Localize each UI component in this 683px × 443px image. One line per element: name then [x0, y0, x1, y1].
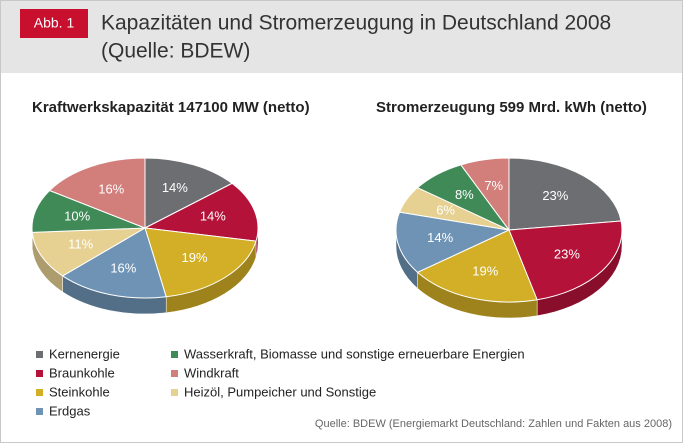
pie-slice — [31, 227, 146, 277]
pie-slice — [144, 227, 257, 298]
pie-slice — [48, 157, 146, 229]
legend-label: Erdgas — [49, 403, 91, 418]
pie-slice — [508, 157, 622, 231]
slice-label: 14% — [427, 230, 453, 245]
slice-label: 16% — [110, 261, 136, 276]
legend-label: Windkraft — [184, 365, 239, 380]
badge-text: Abb. 1 — [34, 15, 75, 31]
legend-swatch — [171, 389, 178, 396]
legend-swatch — [36, 351, 43, 358]
pie-slice — [508, 220, 623, 301]
legend-swatch — [36, 389, 43, 396]
pie-title: Kraftwerkskapazität 147100 MW (netto) — [32, 99, 310, 116]
pie-slice — [416, 229, 538, 303]
legend-swatch — [171, 351, 178, 358]
slice-label: 10% — [64, 209, 90, 224]
slice-label: 6% — [436, 202, 455, 217]
pie-slice — [143, 182, 259, 242]
legend-label: Steinkohle — [49, 384, 110, 399]
legend-swatch — [36, 370, 43, 377]
slice-label: 14% — [162, 180, 188, 195]
legend-label: Wasserkraft, Biomasse und sonstige erneu… — [184, 346, 525, 361]
pie-slice — [395, 211, 511, 273]
source-note: Quelle: BDEW (Energiemarkt Deutschland: … — [315, 418, 672, 430]
slice-label: 16% — [98, 181, 124, 196]
legend-label: Heizöl, Pumpeicher und Sonstige — [184, 384, 376, 399]
title-line: Kapazitäten und Stromerzeugung in Deutsc… — [101, 12, 611, 35]
slice-label: 8% — [455, 187, 474, 202]
pie-slice — [460, 157, 510, 232]
legend-swatch — [36, 408, 43, 415]
slice-label: 23% — [542, 188, 568, 203]
legend-label: Kernenergie — [49, 346, 120, 361]
slice-label: 11% — [68, 237, 93, 252]
slice-label: 14% — [200, 209, 226, 224]
legend-swatch — [171, 370, 178, 377]
title-line: (Quelle: BDEW) — [101, 40, 250, 63]
pie-slice — [31, 189, 146, 233]
slice-label: 23% — [554, 247, 580, 262]
legend-label: Braunkohle — [49, 365, 115, 380]
pie-title: Stromerzeugung 599 Mrd. kWh (netto) — [376, 99, 647, 116]
slice-label: 19% — [182, 250, 208, 265]
slice-label: 7% — [484, 178, 503, 193]
header-band — [1, 1, 682, 73]
pie-slice — [144, 157, 234, 229]
pie-slice — [61, 227, 167, 299]
badge — [20, 9, 88, 38]
slice-label: 19% — [472, 263, 498, 278]
